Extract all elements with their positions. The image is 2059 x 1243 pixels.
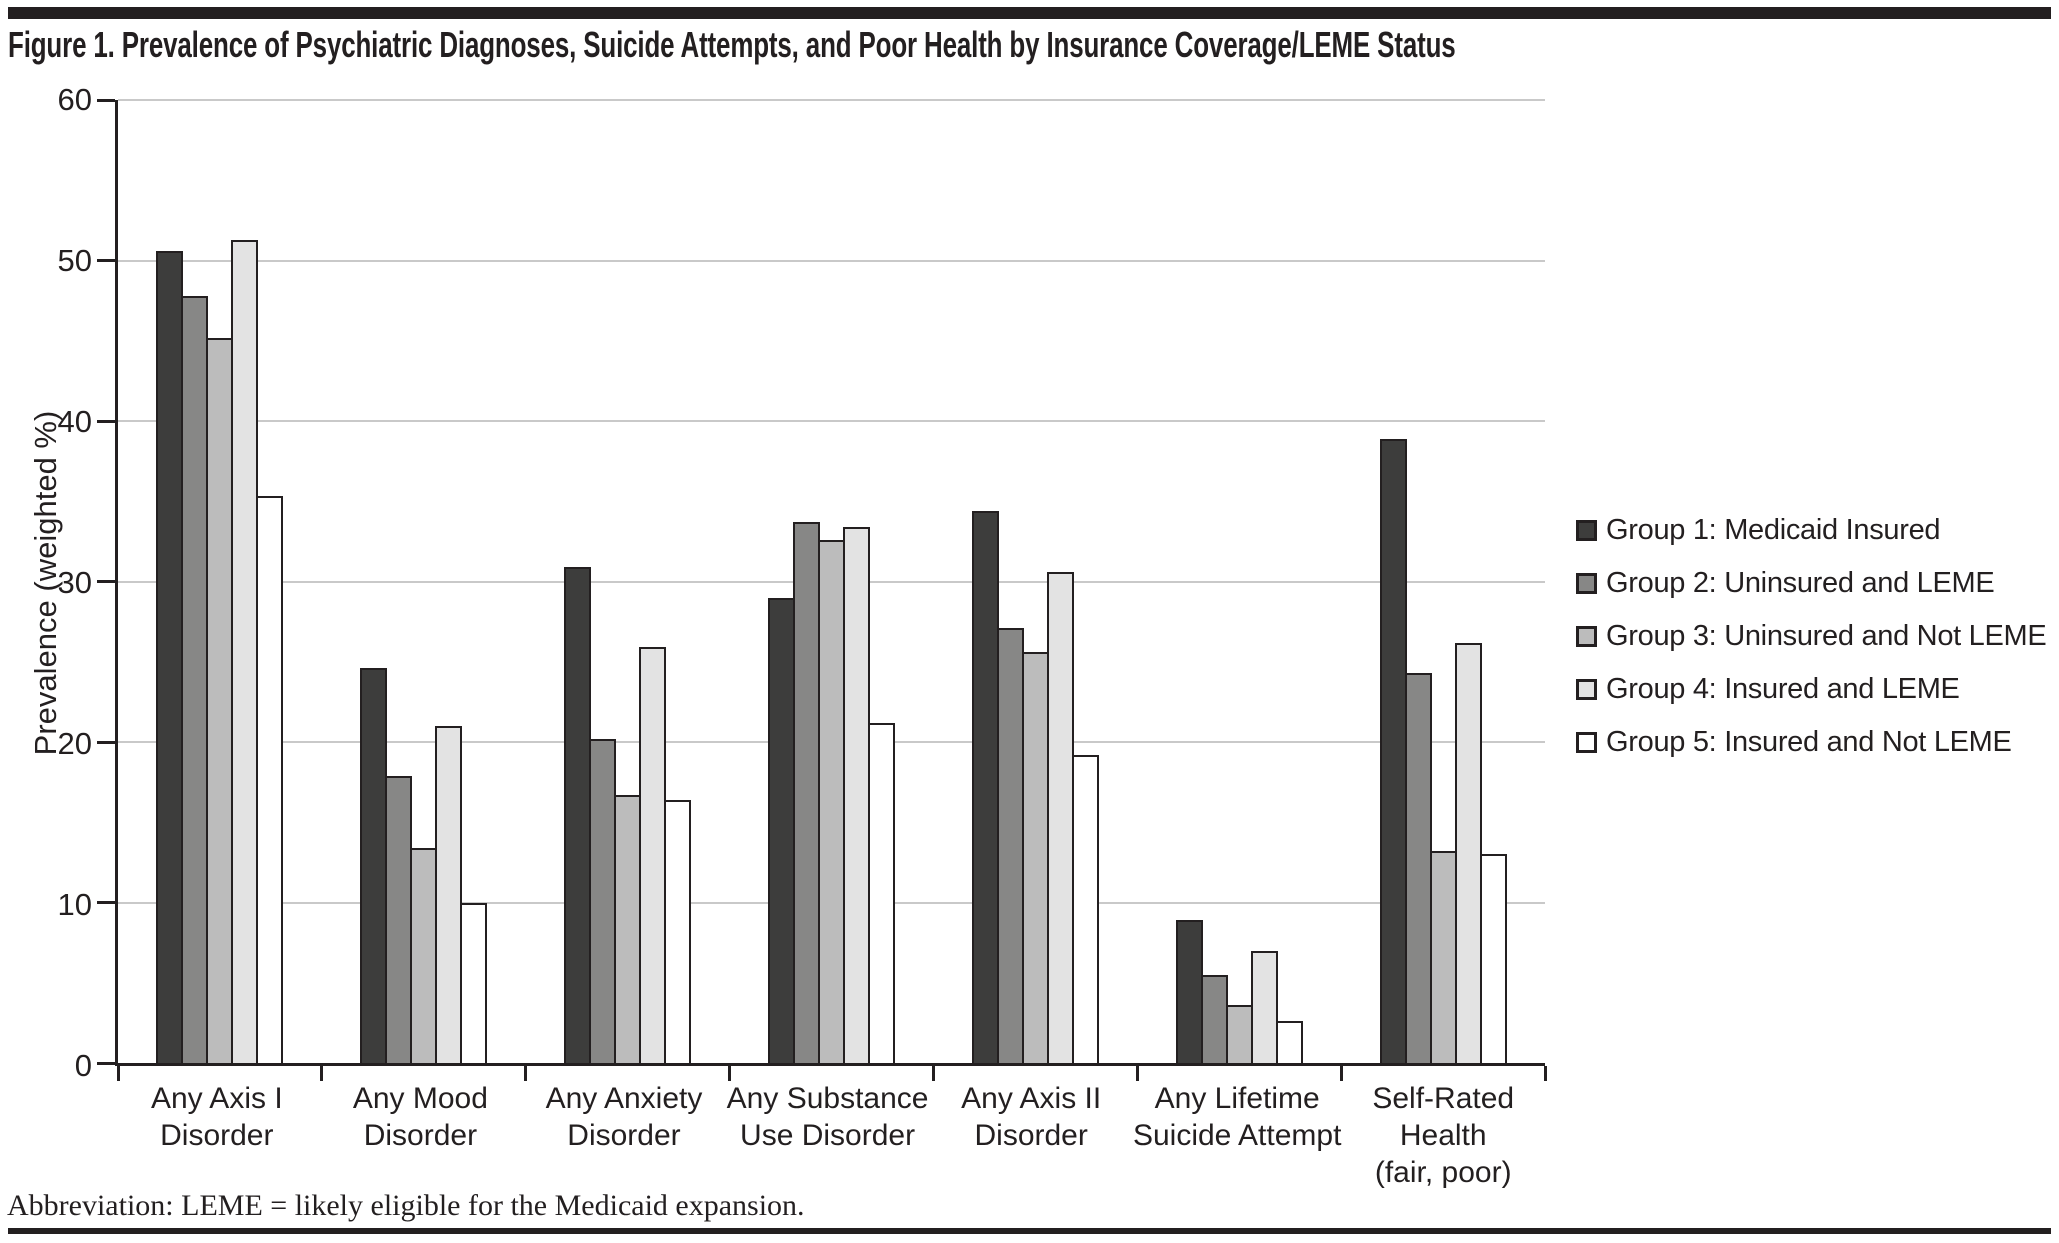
bar-group5-series4 bbox=[1046, 571, 1074, 1063]
y-tick-label-0: 0 bbox=[74, 1048, 92, 1083]
bar-group4-series5 bbox=[868, 722, 895, 1063]
bar-group2-series5 bbox=[460, 902, 488, 1063]
figure-title: Figure 1. Prevalence of Psychiatric Diag… bbox=[8, 24, 1456, 65]
x-tick-2 bbox=[524, 1066, 528, 1081]
bar-group5-series1 bbox=[971, 510, 999, 1063]
gridline-60 bbox=[118, 99, 1545, 101]
bottom-rule bbox=[8, 1228, 2051, 1234]
y-tick-label-60: 60 bbox=[57, 82, 92, 117]
x-axis-labels: Any Axis I Disorder Any Mood Disorder Any An… bbox=[115, 1080, 1545, 1191]
y-tick-label-30: 30 bbox=[57, 565, 92, 600]
legend-label-3: Group 3: Uninsured and Not LEME bbox=[1606, 619, 2047, 652]
x-category-label: Self-Rated Health (fair, poor) bbox=[1372, 1082, 1515, 1189]
bar-group7-series5 bbox=[1479, 854, 1507, 1063]
bar-group6-series5 bbox=[1275, 1021, 1303, 1063]
legend-label-4: Group 4: Insured and LEME bbox=[1606, 672, 1960, 705]
y-tick-label-40: 40 bbox=[57, 404, 92, 440]
legend-swatch-5 bbox=[1576, 731, 1597, 753]
x-category-label: Any Anxiety Disorder bbox=[545, 1082, 703, 1152]
abbreviation-footnote: Abbreviation: LEME = likely eligible for… bbox=[7, 1189, 805, 1222]
gridline-50 bbox=[118, 259, 1545, 262]
bar-group2-series4 bbox=[435, 725, 463, 1063]
legend-swatch-3 bbox=[1576, 625, 1597, 647]
bar-groups bbox=[118, 100, 1545, 1063]
bar-group-6 bbox=[1137, 100, 1341, 1063]
bar-group-7 bbox=[1341, 100, 1545, 1063]
bar-group-5 bbox=[933, 100, 1137, 1063]
y-axis-labels: 0 10 20 30 40 50 60 bbox=[36, 83, 92, 1083]
plot-area bbox=[97, 98, 1547, 1081]
legend-label-1: Group 1: Medicaid Insured bbox=[1606, 513, 1941, 546]
bar-group6-series1 bbox=[1175, 920, 1203, 1063]
x-category-label: Any Mood Disorder bbox=[352, 1082, 488, 1152]
bar-group6-series4 bbox=[1250, 950, 1278, 1063]
y-tick-60 bbox=[97, 98, 115, 102]
legend-item-3: Group 3: Uninsured and Not LEME bbox=[1576, 619, 2047, 652]
bar-group2-series2 bbox=[385, 775, 413, 1063]
x-tick-6 bbox=[1339, 1066, 1343, 1081]
bar-group4-series1 bbox=[768, 597, 795, 1063]
y-tick-50 bbox=[97, 259, 115, 262]
x-axis-ticks bbox=[116, 100, 1547, 1081]
legend-swatch-1 bbox=[1576, 519, 1597, 541]
legend-swatch-2 bbox=[1576, 572, 1597, 594]
x-tick-0 bbox=[116, 1066, 120, 1081]
legend-item-4: Group 4: Insured and LEME bbox=[1576, 673, 2046, 705]
legend-label-2: Group 2: Uninsured and LEME bbox=[1606, 566, 1995, 599]
y-tick-label-10: 10 bbox=[57, 887, 92, 923]
bar-group-1 bbox=[118, 100, 322, 1063]
bar-group5-series5 bbox=[1071, 754, 1099, 1063]
legend-item-1: Group 1: Medicaid Insured bbox=[1576, 514, 2046, 546]
bar-group3-series5 bbox=[664, 799, 692, 1063]
y-tick-10 bbox=[97, 901, 115, 905]
legend-swatch-4 bbox=[1576, 678, 1597, 700]
bar-group-3 bbox=[526, 100, 730, 1063]
bar-group1-series3 bbox=[206, 337, 234, 1063]
y-tick-0 bbox=[97, 1061, 115, 1065]
legend-item-5: Group 5: Insured and Not LEME bbox=[1576, 726, 2046, 758]
x-tick-3 bbox=[728, 1066, 732, 1081]
y-tick-40 bbox=[97, 419, 115, 423]
gridline-40 bbox=[118, 420, 1545, 423]
x-tick-7 bbox=[1543, 1066, 1547, 1081]
x-category-label: Any Axis II Disorder bbox=[961, 1082, 1102, 1152]
bar-group3-series3 bbox=[614, 794, 642, 1063]
legend: Group 1: Medicaid Insured Group 2: Uninsu… bbox=[1576, 514, 2047, 779]
x-tick-4 bbox=[931, 1066, 935, 1081]
y-tick-30 bbox=[97, 580, 115, 583]
bar-group4-series3 bbox=[818, 539, 845, 1063]
bar-group1-series5 bbox=[256, 496, 284, 1063]
bar-group7-series4 bbox=[1454, 642, 1482, 1063]
y-tick-20 bbox=[97, 740, 115, 744]
bar-group-4 bbox=[730, 100, 934, 1063]
top-rule bbox=[8, 7, 2051, 19]
bar-group-2 bbox=[322, 100, 526, 1063]
x-tick-5 bbox=[1135, 1066, 1139, 1081]
bar-group7-series3 bbox=[1429, 851, 1457, 1063]
x-category-label: Any Axis I Disorder bbox=[150, 1082, 283, 1152]
bar-group2-series1 bbox=[360, 668, 388, 1063]
legend-label-5: Group 5: Insured and Not LEME bbox=[1606, 725, 2012, 758]
x-category-label: Any Lifetime Suicide Attempt bbox=[1132, 1082, 1342, 1152]
x-category-label: Any Substance Use Disorder bbox=[726, 1082, 929, 1152]
legend-item-2: Group 2: Uninsured and LEME bbox=[1576, 567, 2046, 599]
x-tick-1 bbox=[320, 1066, 324, 1081]
y-tick-label-50: 50 bbox=[57, 243, 92, 278]
y-axis-ticks bbox=[97, 98, 1545, 1065]
y-tick-label-20: 20 bbox=[57, 726, 92, 762]
